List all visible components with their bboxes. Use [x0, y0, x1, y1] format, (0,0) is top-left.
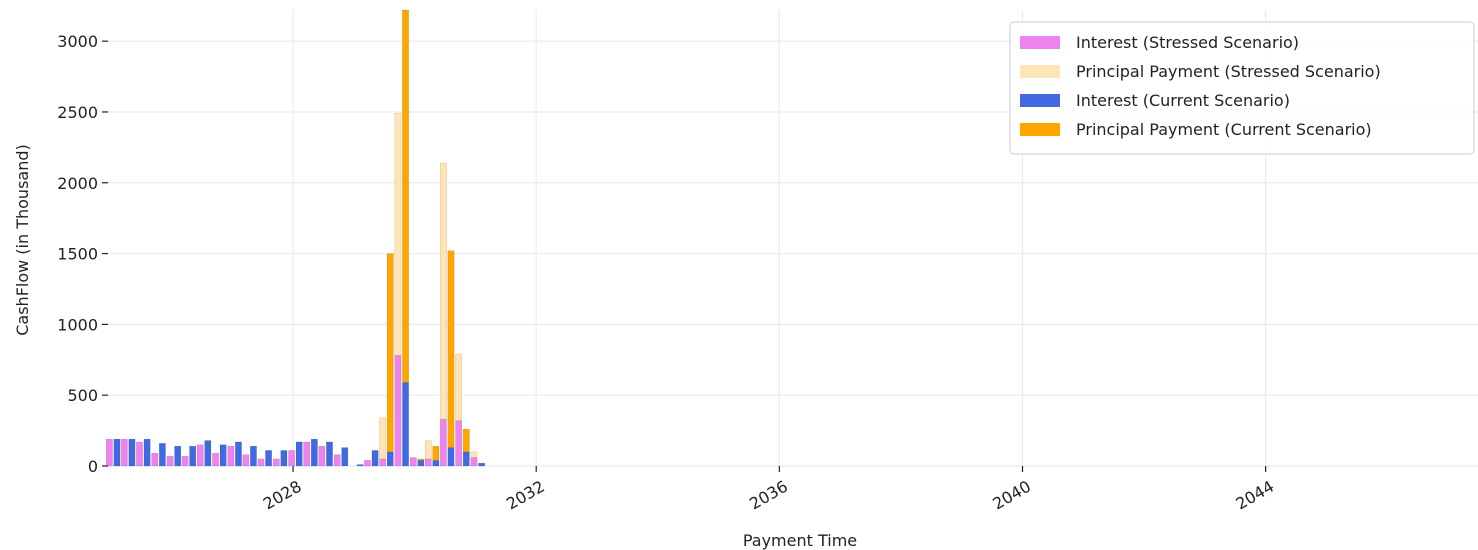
bar-interest-current-scenario: [265, 450, 271, 466]
bar-interest-current-scenario: [418, 460, 424, 466]
bar-interest-current-scenario: [190, 446, 196, 466]
legend-label: Interest (Current Scenario): [1076, 91, 1290, 110]
legend-swatch: [1020, 94, 1060, 107]
bar-interest-stressed-scenario: [334, 455, 340, 466]
bar-interest-stressed-scenario: [364, 460, 370, 466]
bar-interest-current-scenario: [463, 452, 469, 466]
bar-interest-stressed-scenario: [379, 459, 385, 466]
bar-interest-stressed-scenario: [288, 450, 294, 466]
bar-interest-stressed-scenario: [167, 456, 173, 466]
bar-interest-current-scenario: [250, 446, 256, 466]
bar-principal-payment-current-scenario: [448, 251, 454, 448]
bar-principal-payment-current-scenario: [418, 459, 424, 460]
bar-interest-stressed-scenario: [121, 439, 127, 466]
bar-interest-stressed-scenario: [395, 356, 401, 466]
bar-interest-current-scenario: [296, 442, 302, 466]
bar-interest-current-scenario: [281, 450, 287, 466]
y-tick-label: 2000: [57, 174, 98, 193]
bar-interest-current-scenario: [342, 448, 348, 466]
bar-principal-payment-current-scenario: [387, 254, 393, 452]
bars: [106, 10, 485, 466]
bar-interest-current-scenario: [220, 445, 226, 466]
bar-interest-current-scenario: [387, 452, 393, 466]
bar-interest-current-scenario: [144, 439, 150, 466]
bar-principal-payment-stressed-scenario: [425, 441, 431, 459]
legend-swatch: [1020, 65, 1060, 78]
bar-interest-current-scenario: [205, 441, 211, 466]
bar-interest-stressed-scenario: [471, 458, 477, 466]
bar-principal-payment-stressed-scenario: [395, 113, 401, 355]
legend-label: Principal Payment (Stressed Scenario): [1076, 62, 1381, 81]
bar-interest-stressed-scenario: [304, 442, 310, 466]
y-tick-label: 1000: [57, 315, 98, 334]
bar-interest-current-scenario: [372, 450, 378, 466]
bar-interest-current-scenario: [357, 465, 363, 466]
bar-interest-current-scenario: [129, 439, 135, 466]
bar-principal-payment-stressed-scenario: [440, 163, 446, 419]
bar-interest-current-scenario: [114, 439, 120, 466]
bar-principal-payment-stressed-scenario: [471, 452, 477, 458]
bar-principal-payment-stressed-scenario: [379, 418, 385, 459]
bar-interest-current-scenario: [402, 382, 408, 466]
x-tick-label: 2036: [746, 477, 791, 514]
bar-interest-current-scenario: [448, 448, 454, 466]
legend-swatch: [1020, 36, 1060, 49]
y-tick-label: 1500: [57, 245, 98, 264]
bar-interest-current-scenario: [159, 443, 165, 466]
bar-interest-stressed-scenario: [410, 458, 416, 466]
bar-principal-payment-current-scenario: [463, 429, 469, 452]
bar-interest-stressed-scenario: [319, 446, 325, 466]
bar-interest-stressed-scenario: [106, 439, 112, 466]
legend-label: Principal Payment (Current Scenario): [1076, 120, 1372, 139]
bar-interest-stressed-scenario: [152, 453, 158, 466]
bar-interest-stressed-scenario: [243, 455, 249, 466]
bar-interest-stressed-scenario: [273, 459, 279, 466]
legend-swatch: [1020, 123, 1060, 136]
legend: Interest (Stressed Scenario) Principal Pa…: [1010, 22, 1474, 154]
bar-interest-stressed-scenario: [456, 421, 462, 466]
bar-interest-current-scenario: [478, 463, 484, 466]
y-axis-label: CashFlow (in Thousand): [13, 144, 32, 336]
x-tick-label: 2028: [260, 477, 305, 514]
x-tick-label: 2040: [989, 477, 1034, 514]
y-tick-label: 3000: [57, 32, 98, 51]
bar-interest-stressed-scenario: [425, 459, 431, 466]
bar-interest-current-scenario: [235, 442, 241, 466]
bar-interest-stressed-scenario: [136, 442, 142, 466]
bar-principal-payment-stressed-scenario: [456, 354, 462, 421]
bar-interest-stressed-scenario: [197, 445, 203, 466]
bar-interest-current-scenario: [311, 439, 317, 466]
bar-principal-payment-current-scenario: [433, 446, 439, 460]
bar-interest-current-scenario: [433, 460, 439, 466]
x-axis-label: Payment Time: [743, 531, 857, 550]
bar-interest-stressed-scenario: [258, 459, 264, 466]
bar-interest-stressed-scenario: [182, 456, 188, 466]
x-tick-label: 2032: [503, 477, 548, 514]
bar-interest-stressed-scenario: [440, 419, 446, 466]
bar-interest-stressed-scenario: [228, 446, 234, 466]
y-tick-label: 0: [88, 457, 98, 476]
x-tick-label: 2044: [1232, 477, 1277, 514]
legend-label: Interest (Stressed Scenario): [1076, 33, 1299, 52]
bar-principal-payment-current-scenario: [402, 10, 408, 382]
bar-interest-current-scenario: [175, 446, 181, 466]
y-tick-label: 2500: [57, 103, 98, 122]
bar-interest-stressed-scenario: [212, 453, 218, 466]
bar-interest-current-scenario: [326, 442, 332, 466]
y-tick-label: 500: [67, 386, 98, 405]
